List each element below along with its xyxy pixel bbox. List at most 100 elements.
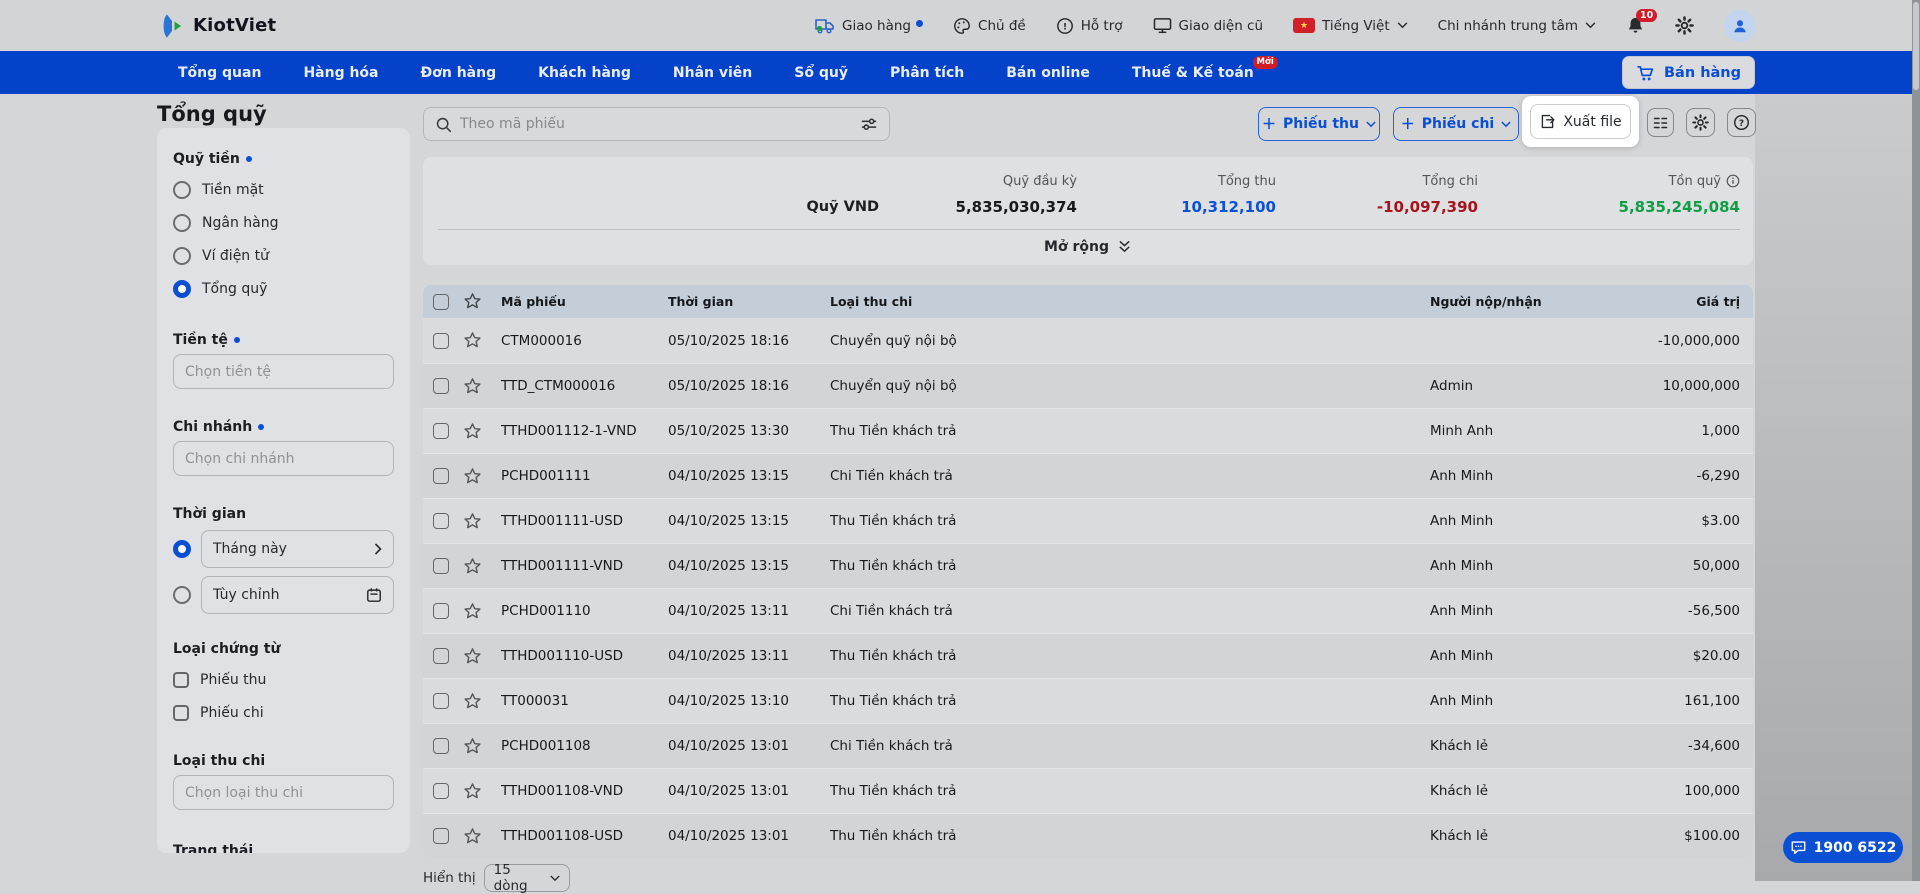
branch-select[interactable]: Chọn chi nhánh	[173, 441, 394, 476]
row-checkbox[interactable]	[433, 513, 449, 529]
language-selector[interactable]: ★ Tiếng Việt	[1293, 18, 1408, 34]
nav-item-khach-hang[interactable]: Khách hàng	[538, 64, 631, 81]
select-all-checkbox[interactable]	[433, 293, 449, 310]
star-icon[interactable]	[463, 737, 501, 756]
delivery-menu-item[interactable]: Giao hàng	[815, 18, 924, 34]
radio-icon[interactable]	[173, 586, 191, 604]
nav-item-nhan-vien[interactable]: Nhân viên	[672, 64, 753, 81]
radio-vi-dien-tu[interactable]: Ví điện tử	[173, 239, 394, 272]
time-custom-select[interactable]: Tùy chỉnh	[201, 576, 394, 614]
table-row[interactable]: TTHD001108-VND 04/10/2025 13:01 Thu Tiền…	[423, 768, 1753, 813]
star-icon[interactable]	[463, 602, 501, 621]
settings-button[interactable]	[1675, 16, 1694, 35]
row-checkbox[interactable]	[433, 558, 449, 574]
star-icon[interactable]	[463, 782, 501, 801]
scrollbar-thumb[interactable]	[1913, 2, 1919, 90]
radio-icon[interactable]	[173, 213, 191, 232]
radio-icon-selected[interactable]	[173, 540, 191, 558]
col-gia-tri[interactable]: Giá trị	[1696, 294, 1740, 309]
theme-menu-item[interactable]: Chủ đề	[953, 17, 1026, 35]
table-row[interactable]: TTHD001112-1-VND 05/10/2025 13:30 Thu Ti…	[423, 408, 1753, 453]
table-row[interactable]: PCHD001108 04/10/2025 13:01 Chi Tiền khá…	[423, 723, 1753, 768]
nav-item-so-quy[interactable]: Sổ quỹ	[794, 64, 848, 81]
cell-person: Anh Minh	[1430, 468, 1494, 484]
table-row[interactable]: PCHD001111 04/10/2025 13:15 Chi Tiền khá…	[423, 453, 1753, 498]
nav-item-ban-online[interactable]: Bán online	[1006, 64, 1090, 81]
col-thoi-gian[interactable]: Thời gian	[668, 294, 734, 309]
table-row[interactable]: TTHD001111-USD 04/10/2025 13:15 Thu Tiền…	[423, 498, 1753, 543]
search-input[interactable]	[460, 116, 852, 132]
row-checkbox[interactable]	[433, 603, 449, 619]
radio-tien-mat[interactable]: Tiền mặt	[173, 173, 394, 206]
required-dot	[258, 424, 265, 430]
expand-button[interactable]: Mở rộng	[423, 230, 1753, 263]
star-icon[interactable]	[463, 647, 501, 666]
table-row[interactable]: TTHD001108-USD 04/10/2025 13:01 Thu Tiền…	[423, 813, 1753, 858]
receipt-button[interactable]: ＋ Phiếu thu	[1258, 107, 1380, 141]
checkbox-phieu-chi[interactable]: Phiếu chi	[173, 696, 394, 729]
star-icon[interactable]	[463, 467, 501, 486]
radio-icon[interactable]	[173, 246, 191, 265]
radio-icon-selected[interactable]	[173, 279, 191, 298]
filter-sliders-icon[interactable]	[860, 116, 878, 132]
row-checkbox[interactable]	[433, 648, 449, 664]
sell-button[interactable]: Bán hàng	[1622, 56, 1755, 89]
row-checkbox[interactable]	[433, 423, 449, 439]
notifications-button[interactable]: 10	[1626, 8, 1658, 36]
star-icon[interactable]	[463, 422, 501, 441]
export-file-button[interactable]: Xuất file	[1530, 104, 1631, 139]
star-icon[interactable]	[463, 377, 501, 396]
star-icon[interactable]	[463, 692, 501, 711]
list-display-button[interactable]	[1647, 108, 1674, 137]
chevron-down-icon	[1501, 120, 1511, 127]
page-size-select[interactable]: 15 dòng	[483, 862, 570, 894]
nav-item-don-hang[interactable]: Đơn hàng	[420, 64, 497, 81]
table-settings-button[interactable]	[1686, 108, 1715, 137]
table-row[interactable]: TT000031 04/10/2025 13:10 Thu Tiền khách…	[423, 678, 1753, 723]
payment-button[interactable]: ＋ Phiếu chi	[1393, 107, 1519, 141]
star-icon[interactable]	[463, 557, 501, 576]
row-checkbox[interactable]	[433, 693, 449, 709]
star-icon[interactable]	[463, 292, 501, 311]
nav-item-hang-hoa[interactable]: Hàng hóa	[303, 64, 379, 81]
star-icon[interactable]	[463, 512, 501, 531]
row-checkbox[interactable]	[433, 468, 449, 484]
col-loai-thu-chi[interactable]: Loại thu chi	[830, 294, 913, 309]
col-ma-phieu[interactable]: Mã phiếu	[501, 294, 566, 309]
star-icon[interactable]	[463, 331, 501, 350]
col-nguoi-nop-nhan[interactable]: Người nộp/nhận	[1430, 294, 1542, 309]
time-preset-select[interactable]: Tháng này	[201, 530, 394, 568]
support-menu-item[interactable]: ! Hỗ trợ	[1056, 17, 1123, 35]
table-row[interactable]: TTD_CTM000016 05/10/2025 18:16 Chuyển qu…	[423, 363, 1753, 408]
radio-icon[interactable]	[173, 180, 191, 199]
table-row[interactable]: CTM000016 05/10/2025 18:16 Chuyển quỹ nộ…	[423, 318, 1753, 363]
brand-logo[interactable]: KiotViet	[158, 12, 276, 40]
help-button[interactable]: ?	[1727, 108, 1756, 137]
checkbox-icon[interactable]	[173, 704, 189, 721]
row-checkbox[interactable]	[433, 738, 449, 754]
flow-type-select[interactable]: Chọn loại thu chi	[173, 775, 394, 810]
user-avatar[interactable]	[1724, 9, 1756, 42]
checkbox-phieu-thu[interactable]: Phiếu thu	[173, 663, 394, 696]
radio-ngan-hang[interactable]: Ngân hàng	[173, 206, 394, 239]
nav-item-phan-tich[interactable]: Phân tích	[889, 64, 965, 81]
branch-selector[interactable]: Chi nhánh trung tâm	[1438, 18, 1596, 34]
cell-value: 1,000	[1701, 423, 1740, 439]
nav-item-tong-quan[interactable]: Tổng quan	[178, 64, 262, 81]
checkbox-icon[interactable]	[173, 671, 189, 688]
table-row[interactable]: TTHD001111-VND 04/10/2025 13:15 Thu Tiền…	[423, 543, 1753, 588]
radio-tong-quy[interactable]: Tổng quỹ	[173, 272, 394, 305]
row-checkbox[interactable]	[433, 828, 449, 844]
legacy-ui-menu-item[interactable]: Giao diện cũ	[1153, 17, 1263, 34]
hotline-button[interactable]: 1900 6522	[1783, 832, 1903, 863]
row-checkbox[interactable]	[433, 378, 449, 394]
row-checkbox[interactable]	[433, 332, 449, 349]
star-icon[interactable]	[463, 827, 501, 846]
nav-item-thue-ke-toan[interactable]: Thuế & Kế toán Mới	[1132, 55, 1278, 81]
table-row[interactable]: TTHD001110-USD 04/10/2025 13:11 Thu Tiền…	[423, 633, 1753, 678]
calendar-icon	[366, 587, 382, 603]
page-scrollbar[interactable]	[1912, 0, 1920, 881]
currency-select[interactable]: Chọn tiền tệ	[173, 354, 394, 389]
table-row[interactable]: PCHD001110 04/10/2025 13:11 Chi Tiền khá…	[423, 588, 1753, 633]
row-checkbox[interactable]	[433, 783, 449, 799]
